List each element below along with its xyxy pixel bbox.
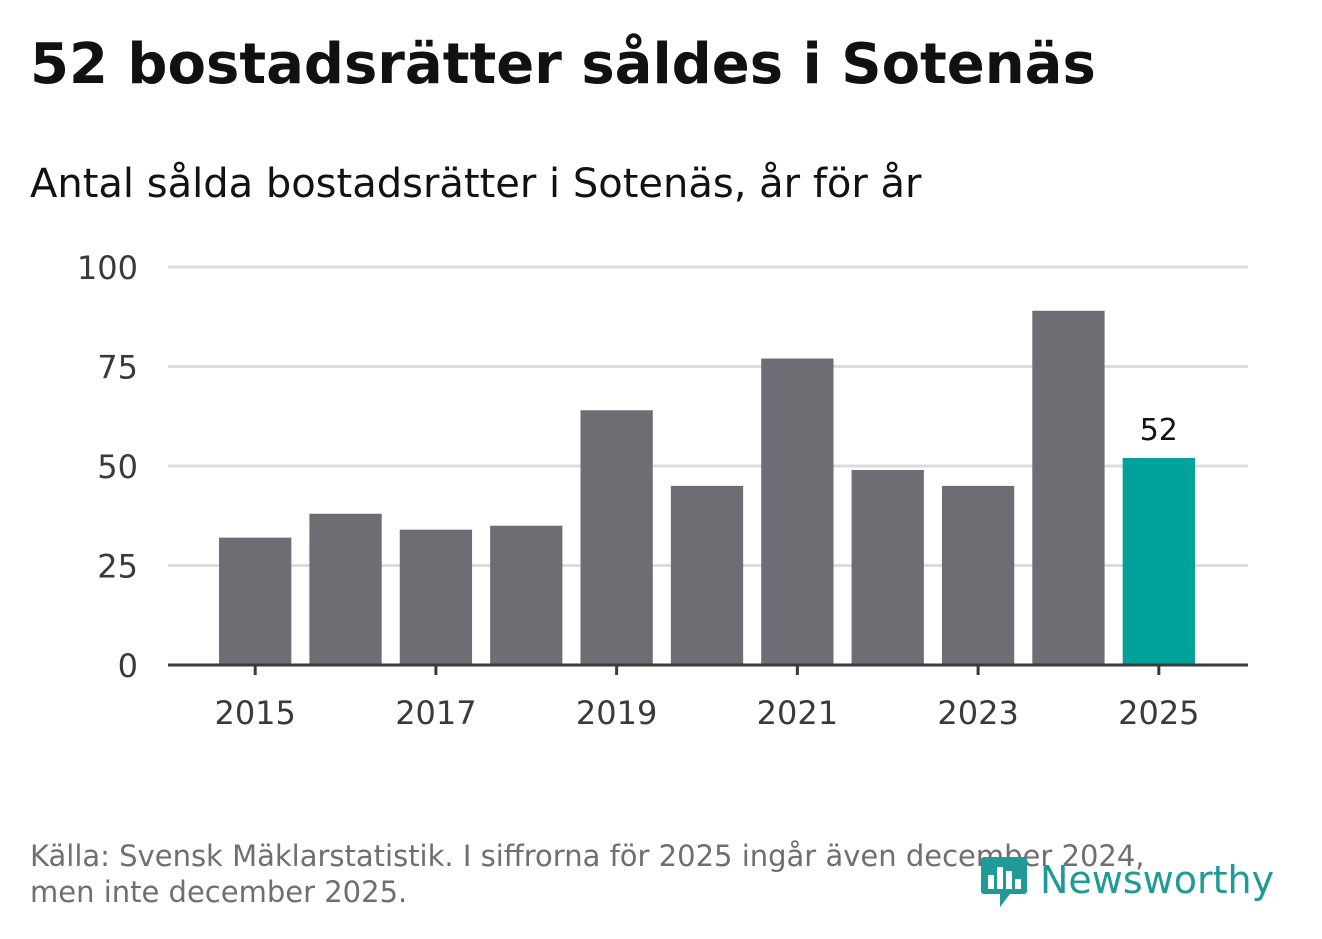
bar-2017: [399, 529, 473, 665]
y-tick-label-100: 100: [77, 249, 138, 287]
x-axis-labels: 2015 2017 2019 2021 2023 2025: [214, 694, 1199, 732]
x-tick-label-2015: 2015: [214, 694, 295, 732]
bar-2024: [1032, 310, 1105, 665]
bars: [219, 310, 1195, 665]
brand-logo: Newsworthy: [980, 850, 1274, 910]
bar-2016: [309, 513, 382, 665]
bar-2023: [941, 485, 1015, 665]
source-note: Källa: Svensk Mäklarstatistik. I siffror…: [30, 838, 1230, 910]
bar-2018: [490, 525, 563, 665]
bar-2021: [761, 358, 834, 665]
bar-2025: [1122, 458, 1195, 665]
x-tick-label-2025: 2025: [1118, 694, 1199, 732]
brand-name: Newsworthy: [1040, 858, 1275, 902]
bar-2020: [670, 485, 744, 665]
annotations: 52: [1140, 413, 1178, 448]
source-line-2: men inte december 2025.: [30, 875, 408, 909]
chart-subtitle: Antal sålda bostadsrätter i Sotenäs, år …: [30, 161, 922, 207]
newsworthy-logo-icon: [981, 857, 1027, 907]
chart-title: 52 bostadsrätter såldes i Sotenäs: [30, 32, 1096, 97]
y-tick-label-75: 75: [97, 349, 138, 387]
data-label-2025: 52: [1140, 413, 1178, 448]
bar-chart: 0 25 50 75 100 2015 2017 2019 2021 2023 2025 52: [77, 249, 1248, 732]
x-tick-label-2017: 2017: [395, 694, 476, 732]
bar-2015: [219, 537, 292, 665]
source-line-1: Källa: Svensk Mäklarstatistik. I siffror…: [30, 839, 1145, 873]
x-tick-label-2021: 2021: [757, 694, 838, 732]
x-tick-label-2019: 2019: [576, 694, 657, 732]
x-axis: [168, 663, 1248, 675]
bar-2019: [580, 410, 653, 665]
y-tick-label-25: 25: [97, 548, 138, 586]
y-axis-labels: 0 25 50 75 100: [77, 249, 138, 685]
bar-2022: [851, 469, 924, 665]
y-tick-label-0: 0: [118, 647, 138, 685]
y-tick-label-50: 50: [97, 448, 138, 486]
x-tick-label-2023: 2023: [937, 694, 1018, 732]
